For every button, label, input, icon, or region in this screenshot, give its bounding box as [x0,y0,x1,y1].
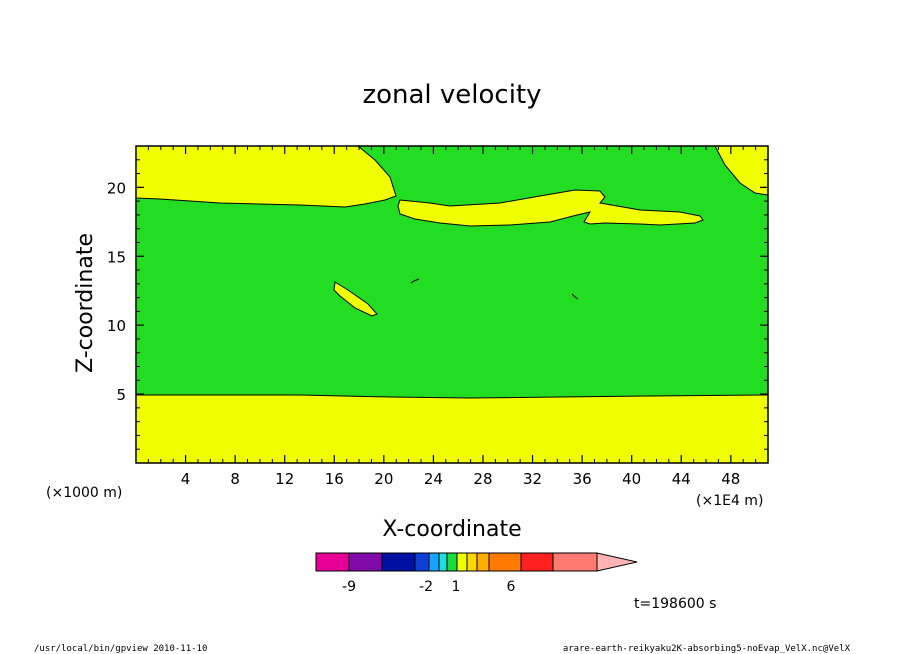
colorbar-segment [552,552,598,572]
y-tick-label: 10 [107,317,126,335]
colorbar-segment [438,552,448,572]
chart-title: zonal velocity [362,80,541,110]
x-tick-label: 4 [181,470,191,488]
tongue-region [397,189,704,227]
island-1 [333,281,378,317]
colorbar-segment [381,552,416,572]
x-tick-label: 40 [622,470,641,488]
colorbar-tick-label: 6 [507,579,516,595]
time-label: t=198600 s [634,596,716,612]
y-axis-label: Z-coordinate [73,233,98,373]
x-tick-label: 48 [721,470,740,488]
y-axis: 5 10 15 20 [107,159,768,450]
x-unit-right: (×1E4 m) [696,493,763,509]
colorbar-segment [446,552,458,572]
colorbar-ticks: -9 -2 1 6 [342,579,516,595]
colorbar-segment [414,552,430,572]
colorbar [315,552,638,572]
x-tick-label: 20 [374,470,393,488]
x-tick-label: 36 [573,470,592,488]
colorbar-tick-label: -9 [342,579,356,595]
x-unit-left: (×1000 m) [46,485,122,501]
lower-region [135,394,769,464]
y-tick-label: 15 [107,248,126,266]
plot-frame [135,145,769,464]
colorbar-arrow [596,552,638,572]
colorbar-segment [466,552,478,572]
x-tick-label: 24 [424,470,443,488]
x-tick-label: 28 [473,470,492,488]
x-axis-label: X-coordinate [382,517,521,542]
colorbar-segment [428,552,440,572]
colorbar-segment [488,552,522,572]
footer-right: arare-earth-reikyaku2K-absorbing5-noEvap… [563,644,851,654]
colorbar-segment [348,552,383,572]
x-tick-label: 32 [523,470,542,488]
colorbar-tick-label: -2 [419,579,433,595]
x-tick-label: 16 [325,470,344,488]
x-tick-label: 44 [672,470,691,488]
y-tick-label: 5 [116,386,126,404]
footer-left: /usr/local/bin/gpview 2010-11-10 [34,644,207,654]
x-tick-label: 12 [275,470,294,488]
colorbar-segment [520,552,554,572]
colorbar-tick-label: 1 [452,579,461,595]
island-2 [410,278,420,284]
x-tick-label: 8 [230,470,240,488]
colorbar-segment [476,552,490,572]
x-axis: 4 8 12 16 20 24 28 32 36 40 44 48 [147,146,757,488]
colorbar-segment [315,552,350,572]
plot-area [135,145,769,464]
upper-left-region [135,145,397,208]
colorbar-segment [456,552,468,572]
y-tick-label: 20 [107,179,126,197]
island-3 [571,293,579,300]
